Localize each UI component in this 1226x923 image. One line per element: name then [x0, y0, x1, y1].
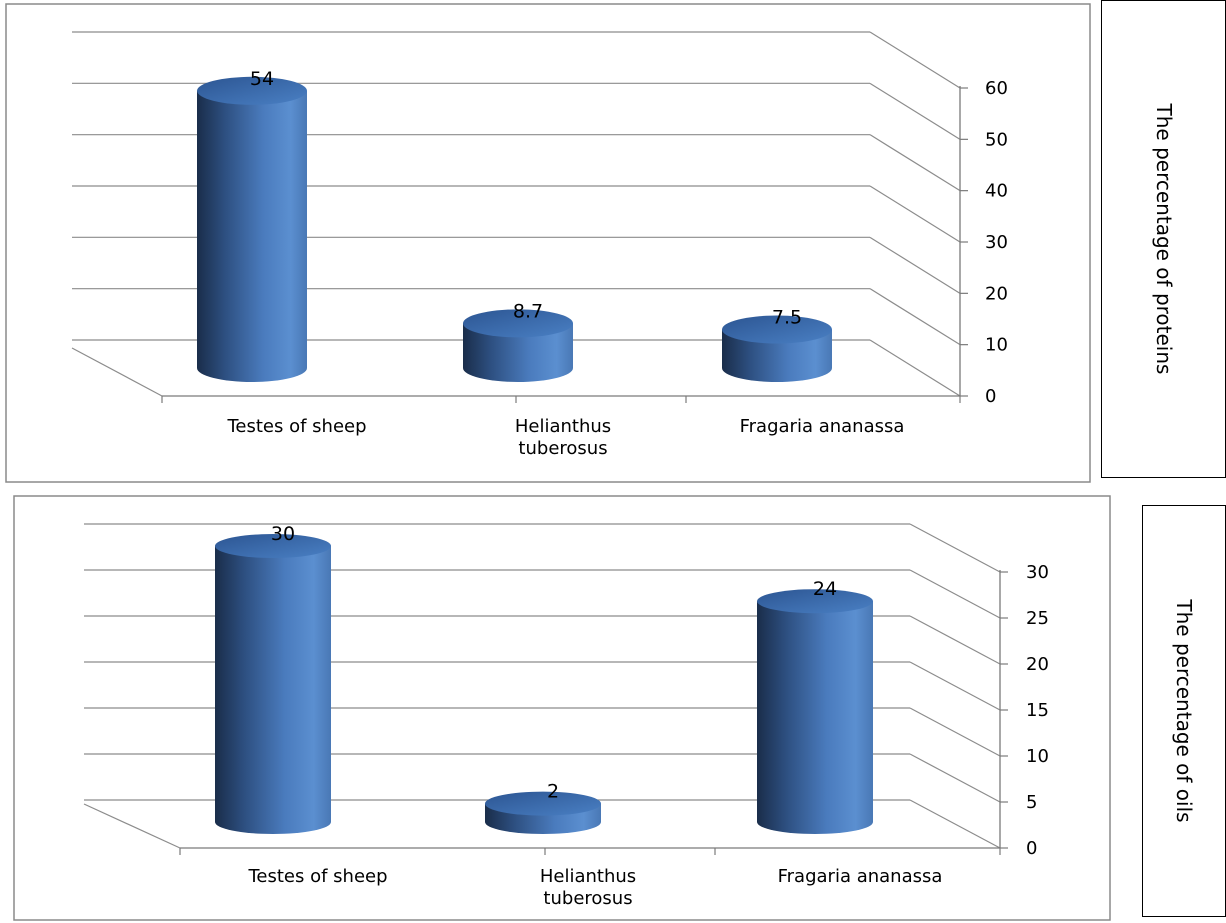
- x-category-label: Fragaria ananassa: [778, 866, 943, 887]
- data-label: 54: [250, 68, 274, 90]
- y-tick-label: 60: [985, 78, 1008, 99]
- bar-body: [215, 546, 331, 834]
- x-category-label: Fragaria ananassa: [740, 416, 905, 437]
- y-tick-label: 25: [1026, 608, 1049, 629]
- data-label: 8.7: [513, 300, 543, 322]
- oils-axis-title: The percentage of oils: [1172, 599, 1196, 823]
- x-category-label: Helianthus: [515, 416, 611, 437]
- bar-body: [197, 90, 307, 383]
- gridline-side: [909, 615, 1001, 665]
- y-tick-label: 0: [1026, 838, 1037, 859]
- proteins-axis-title: The percentage of proteins: [1151, 103, 1176, 375]
- y-tick-label: 20: [985, 283, 1008, 304]
- bar-top: [215, 534, 331, 558]
- gridline-side: [909, 661, 1001, 711]
- y-tick-label: 30: [985, 232, 1008, 253]
- data-label: 2: [547, 781, 559, 803]
- gridline-side: [869, 236, 961, 294]
- y-tick-label: 0: [985, 386, 996, 407]
- bar-body: [463, 323, 573, 382]
- bar-top: [757, 589, 873, 614]
- oils-chart: 0 5 10 15 20 25 30 30 2 24 Testes of sheep Helianth…: [13, 495, 1111, 921]
- data-label: 30: [271, 523, 295, 545]
- gridline-side: [909, 569, 1001, 619]
- bar-body: [722, 329, 832, 382]
- bar: [463, 309, 573, 382]
- gridline-side: [869, 185, 961, 243]
- bar: [757, 589, 873, 834]
- y-tick-label: 10: [1026, 746, 1049, 767]
- y-tick-label: 5: [1026, 792, 1037, 813]
- gridline-side: [869, 339, 961, 397]
- floor-edge: [71, 347, 163, 397]
- bar: [215, 534, 331, 834]
- bar-body: [757, 601, 873, 834]
- bar-top: [722, 315, 832, 344]
- y-tick-label: 10: [985, 335, 1008, 356]
- gridline-side: [869, 288, 961, 346]
- y-tick-label: 15: [1026, 700, 1049, 721]
- chart-frame: [5, 3, 1091, 483]
- gridline-side: [869, 82, 961, 140]
- x-category-label: tuberosus: [518, 438, 607, 459]
- y-tick-label: 20: [1026, 654, 1049, 675]
- bar: [197, 76, 307, 383]
- bar-top: [463, 309, 573, 338]
- x-category-label: Testes of sheep: [247, 866, 387, 887]
- bar: [722, 315, 832, 382]
- x-category-label: Testes of sheep: [226, 416, 366, 437]
- x-category-label: tuberosus: [543, 888, 632, 909]
- gridline-side: [909, 753, 1001, 803]
- floor-edge: [83, 803, 181, 849]
- proteins-side-label-box: The percentage of proteins: [1101, 0, 1226, 478]
- x-category-label: Helianthus: [540, 866, 636, 887]
- bar: [485, 791, 601, 834]
- gridline-side: [909, 523, 1001, 573]
- y-tick-label: 40: [985, 181, 1008, 202]
- data-label: 24: [813, 578, 837, 600]
- data-label: 7.5: [772, 307, 802, 329]
- oils-side-label-box: The percentage of oils: [1142, 505, 1226, 917]
- proteins-chart: 0 10 20 30 40 50 60 54 8.7 7.5 Testes of sheep Heli…: [5, 3, 1091, 483]
- gridline-side: [869, 134, 961, 192]
- gridline-side: [909, 707, 1001, 757]
- gridline-side: [909, 799, 1001, 849]
- bar-top: [197, 76, 307, 105]
- bar-top: [485, 791, 601, 816]
- y-tick-label: 50: [985, 129, 1008, 150]
- y-tick-label: 30: [1026, 562, 1049, 583]
- gridline-side: [869, 31, 961, 89]
